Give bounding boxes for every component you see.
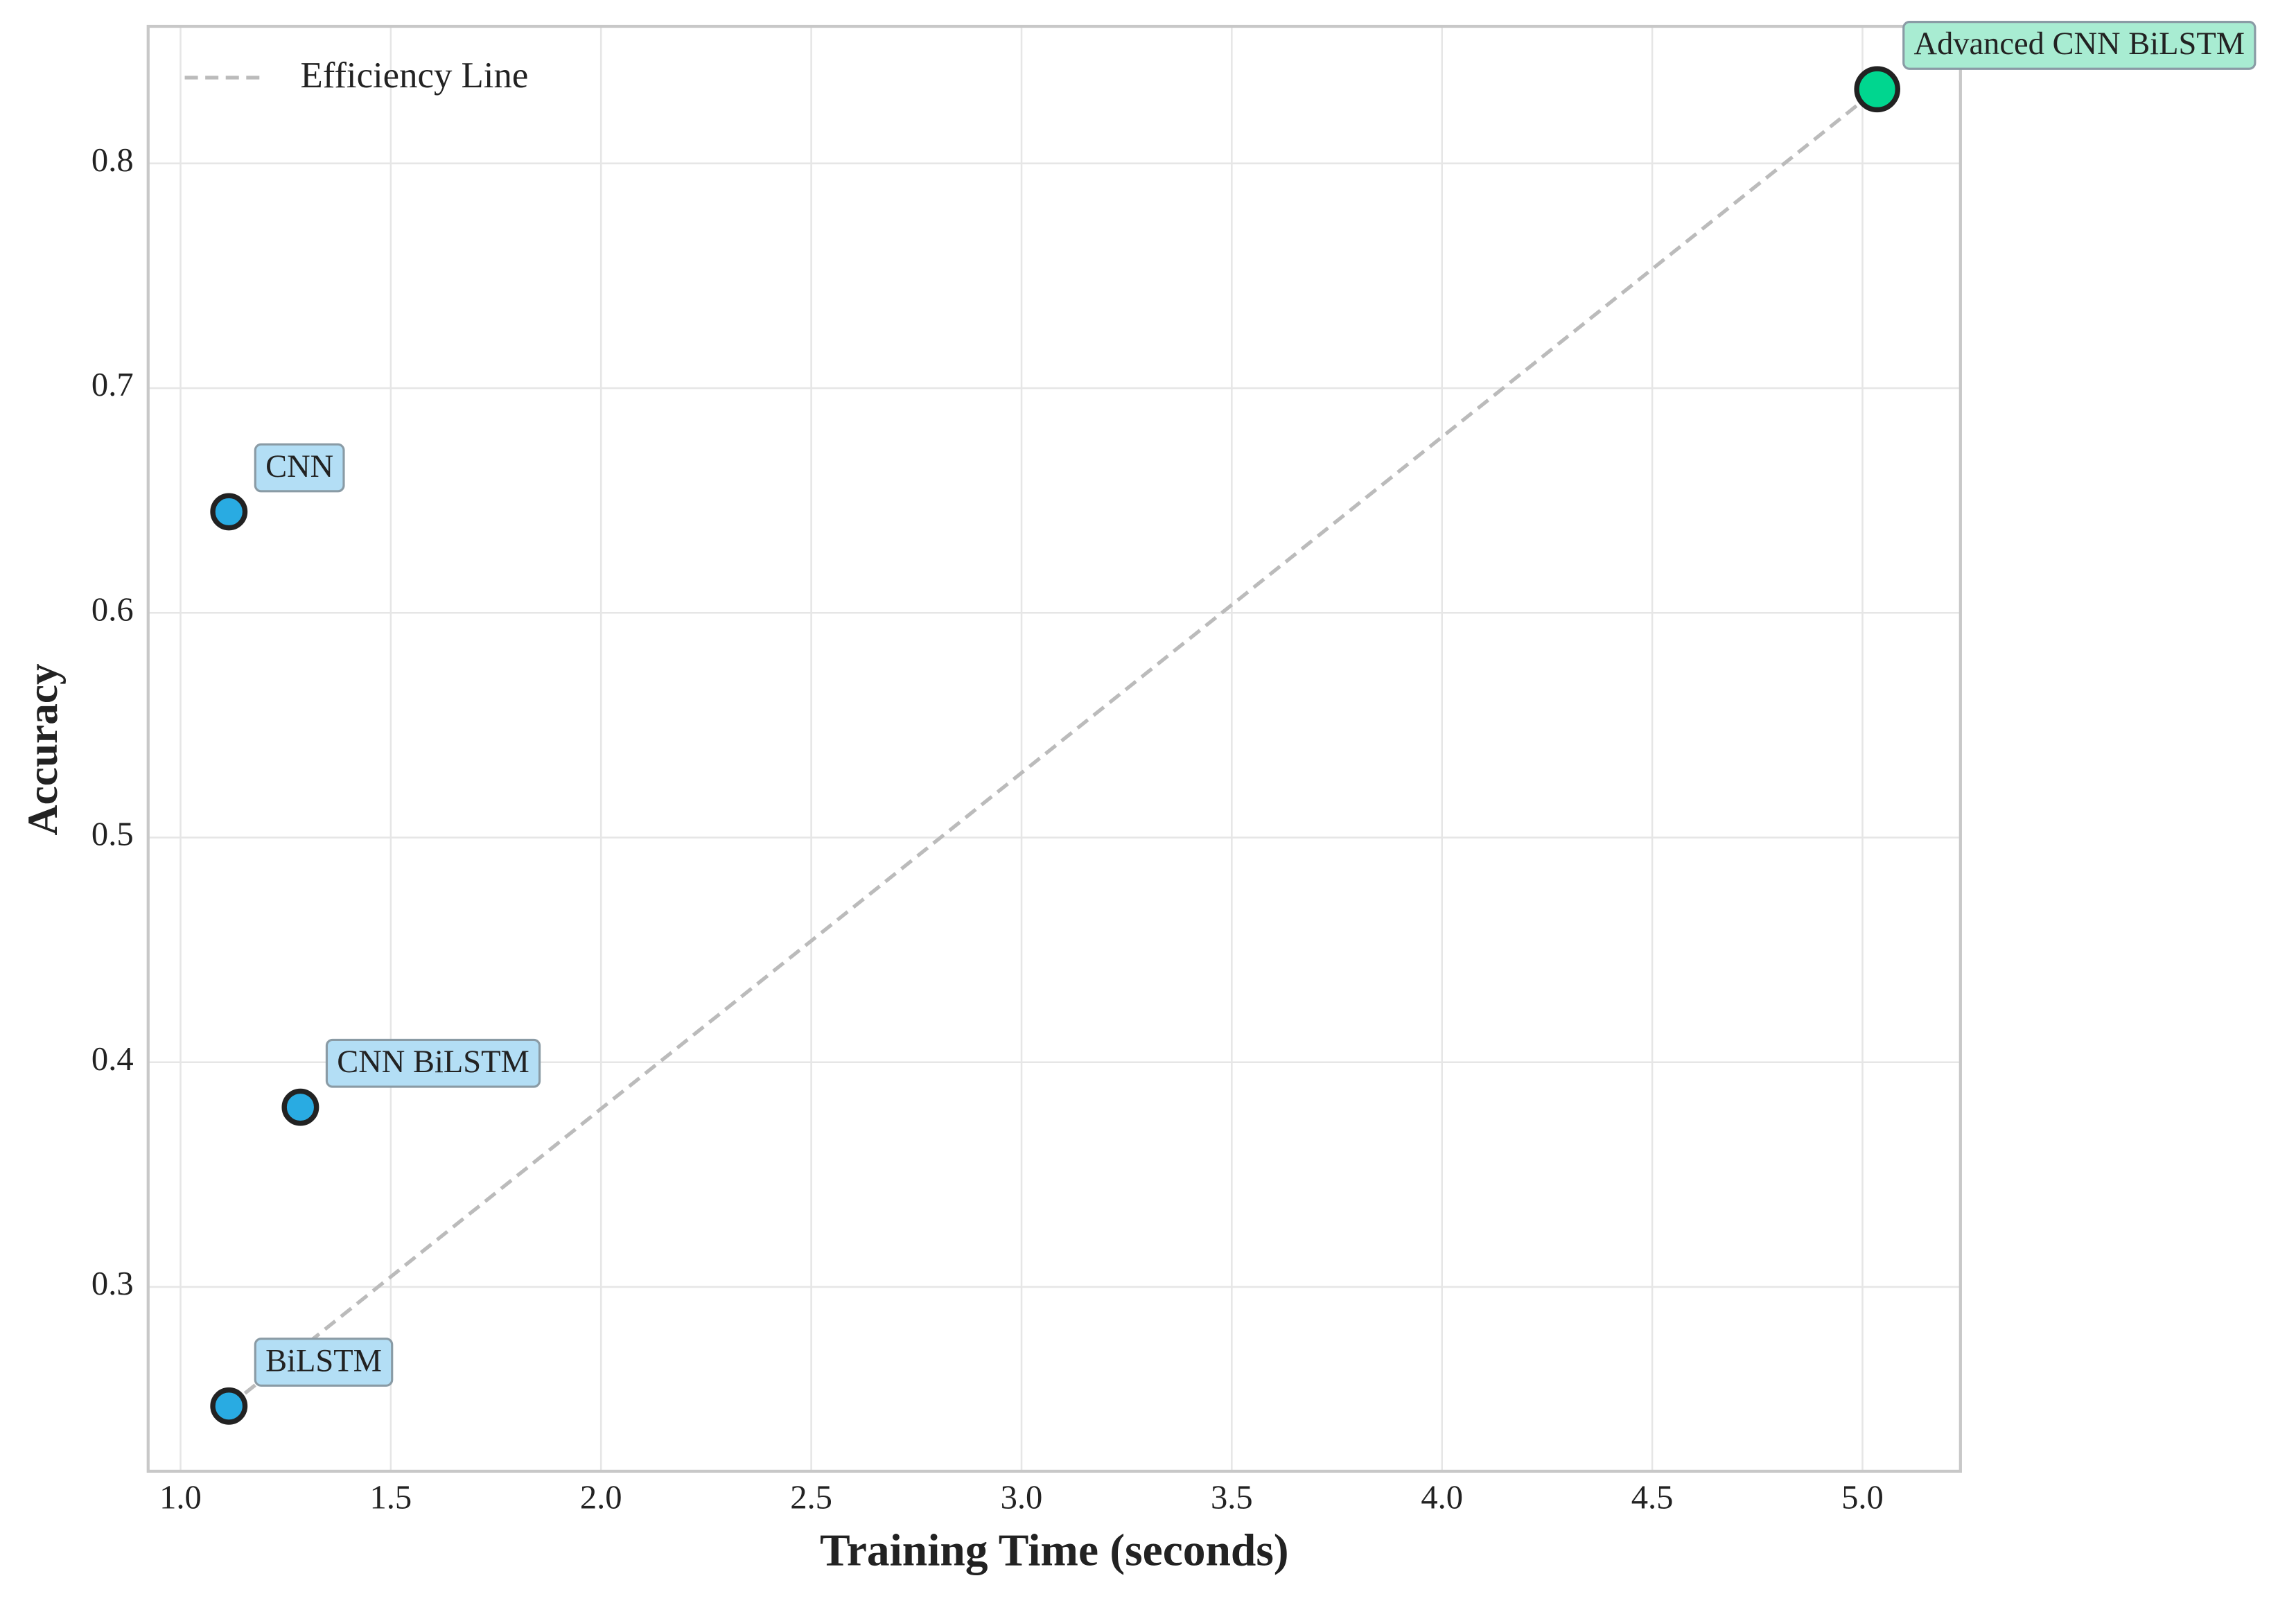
point: [210, 1387, 248, 1425]
x-axis-label: Training Time (seconds): [820, 1525, 1289, 1575]
x-tick-label: 2.5: [790, 1478, 832, 1516]
point-label-box: [1902, 21, 2256, 70]
y-tick-label: 0.4: [91, 1040, 134, 1078]
efficiency-line: [227, 87, 1879, 1408]
point-label-box: [325, 1038, 541, 1088]
x-tick-label: 1.0: [159, 1478, 202, 1516]
x-tick-label: 3.0: [1001, 1478, 1043, 1516]
point-label: BiLSTM: [265, 1343, 382, 1378]
point: [210, 493, 248, 531]
x-tick-label: 3.5: [1211, 1478, 1253, 1516]
y-tick-label: 0.6: [91, 590, 134, 628]
legend-label: Efficiency Line: [300, 55, 528, 96]
y-tick-label: 0.8: [91, 141, 134, 179]
x-tick-label: 4.5: [1631, 1478, 1674, 1516]
y-tick-label: 0.5: [91, 816, 134, 853]
x-tick-label: 1.5: [370, 1478, 412, 1516]
y-axis-label: Accuracy: [19, 663, 67, 836]
x-tick-label: 4.0: [1421, 1478, 1463, 1516]
y-tick-label: 0.7: [91, 366, 134, 403]
x-tick-label: 2.0: [580, 1478, 622, 1516]
plot-frame: [146, 24, 1962, 1473]
point: [281, 1088, 319, 1126]
x-tick-label: 5.0: [1841, 1478, 1884, 1516]
point-label: CNN: [265, 449, 333, 484]
point-label-box: [254, 443, 345, 493]
point: [1854, 66, 1900, 113]
y-tick-label: 0.3: [91, 1265, 134, 1302]
point-label: Advanced CNN BiLSTM: [1914, 26, 2245, 62]
point-label: CNN BiLSTM: [337, 1044, 529, 1080]
point-label-box: [254, 1338, 394, 1387]
